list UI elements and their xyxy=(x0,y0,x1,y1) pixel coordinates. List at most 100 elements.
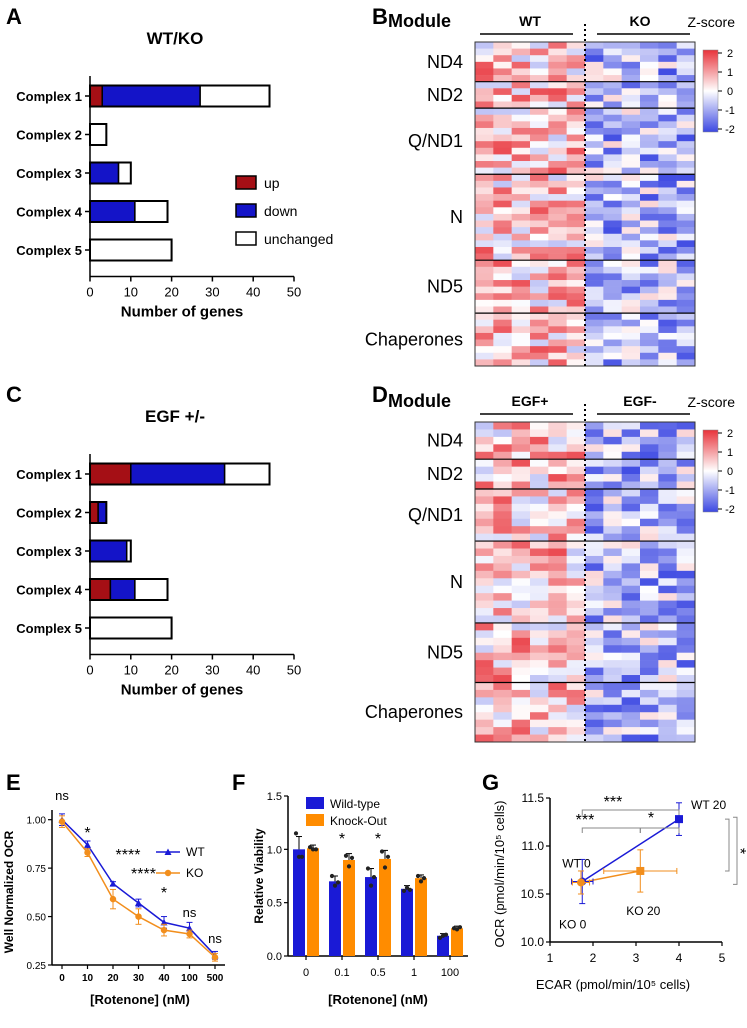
data-point-wt xyxy=(186,924,193,932)
replicate-point xyxy=(307,845,313,850)
heatmap-cell xyxy=(475,293,494,301)
heatmap-cell xyxy=(640,213,659,221)
heatmap-cell xyxy=(603,194,622,201)
heatmap-cell xyxy=(530,266,549,274)
data-point xyxy=(675,815,683,824)
heatmap-cell xyxy=(548,141,567,149)
heatmap-cell xyxy=(640,503,659,512)
heatmap-cell xyxy=(585,682,604,691)
heatmap-cell xyxy=(621,622,641,631)
heatmap-cell xyxy=(475,719,494,728)
heatmap-cell xyxy=(530,645,549,653)
heatmap-cell xyxy=(603,429,622,438)
heatmap-cell xyxy=(475,161,494,168)
module-label: ND2 xyxy=(427,85,463,105)
heatmap-cell xyxy=(511,48,531,56)
heatmap-cell xyxy=(585,600,604,609)
heatmap-cell xyxy=(676,161,696,168)
heatmap-cell xyxy=(640,260,659,268)
heatmap-cell xyxy=(640,81,659,89)
heatmap-cell xyxy=(640,154,659,162)
heatmap-cell xyxy=(566,326,586,334)
data-point-wt xyxy=(84,841,91,848)
heatmap-cell xyxy=(658,563,677,572)
heatmap-cell xyxy=(511,474,531,482)
heatmap-cell xyxy=(585,481,604,490)
replicate-point xyxy=(385,854,391,859)
heatmap-cell xyxy=(640,511,659,520)
category-label: Complex 5 xyxy=(16,243,82,258)
heatmap-cell xyxy=(603,332,622,340)
heatmap-cell xyxy=(566,541,586,549)
heatmap-cell xyxy=(640,429,659,438)
heatmap-cell xyxy=(548,154,567,162)
heatmap-cell xyxy=(475,200,494,208)
heatmap-cell xyxy=(548,299,567,307)
heatmap-cell xyxy=(530,541,549,549)
heatmap-cell xyxy=(511,652,531,661)
heatmap-cell xyxy=(493,496,512,505)
heatmap-cell xyxy=(493,240,512,248)
heatmap-cell xyxy=(658,75,677,82)
heatmap-cell xyxy=(585,474,604,482)
heatmap-cell xyxy=(585,187,604,195)
heatmap-cell xyxy=(548,293,567,301)
heatmap-cell xyxy=(658,675,677,683)
heatmap-cell xyxy=(566,682,586,691)
heatmap-cell xyxy=(603,246,622,254)
bar-unchanged xyxy=(89,123,108,146)
heatmap-cell xyxy=(676,246,696,254)
heatmap-cell xyxy=(548,422,567,430)
series-line-wt xyxy=(581,818,680,883)
color-scale xyxy=(702,49,719,133)
bar-knock-out xyxy=(415,878,427,956)
heatmap-cell xyxy=(640,174,659,182)
heatmap-cell xyxy=(530,253,549,261)
heatmap-cell xyxy=(676,578,696,587)
replicate-point xyxy=(401,888,407,894)
y-axis-label: OCR (pmol/min/10⁵ cells) xyxy=(492,801,507,948)
heatmap-cell xyxy=(603,541,622,549)
heatmap-cell xyxy=(511,682,531,691)
heatmap-cell xyxy=(585,615,604,624)
y-tick-label: 0.5 xyxy=(267,898,282,910)
heatmap-cell xyxy=(566,207,586,215)
heatmap-cell xyxy=(603,101,622,109)
heatmap-cell xyxy=(621,207,641,215)
heatmap-cell xyxy=(676,511,696,520)
heatmap-cell xyxy=(548,94,567,102)
heatmap-cell xyxy=(566,518,586,527)
heatmap-cell xyxy=(548,682,567,691)
heatmap-cell xyxy=(548,734,567,743)
heatmap-cell xyxy=(640,280,659,287)
heatmap-cell xyxy=(658,266,677,274)
panel-letter-c: C xyxy=(6,382,22,407)
heatmap-cell xyxy=(621,332,641,340)
heatmap-cell xyxy=(475,346,494,354)
heatmap-cell xyxy=(475,570,494,579)
replicate-point xyxy=(365,866,371,871)
heatmap-cell xyxy=(548,121,567,129)
heatmap-cell xyxy=(621,227,641,235)
bar-up xyxy=(89,501,99,524)
heatmap-cell xyxy=(621,704,641,713)
heatmap-cell xyxy=(566,645,586,653)
heatmap-cell xyxy=(493,719,512,728)
heatmap-cell xyxy=(511,68,531,76)
heatmap-cell xyxy=(530,526,549,534)
significance-mark: * xyxy=(161,885,167,902)
heatmap-cell xyxy=(511,346,531,354)
heatmap-cell xyxy=(475,286,494,294)
heatmap-cell xyxy=(585,220,604,228)
scale-tick-label: -1 xyxy=(725,485,735,497)
heatmap-cell xyxy=(603,42,622,49)
heatmap-cell xyxy=(530,134,549,142)
heatmap-cell xyxy=(530,55,549,63)
heatmap-cell xyxy=(475,174,494,182)
category-label: Complex 2 xyxy=(16,128,82,143)
heatmap-cell xyxy=(640,306,659,314)
heatmap-cell xyxy=(621,68,641,76)
heatmap-cell xyxy=(493,734,512,743)
heatmap-cell xyxy=(603,704,622,713)
